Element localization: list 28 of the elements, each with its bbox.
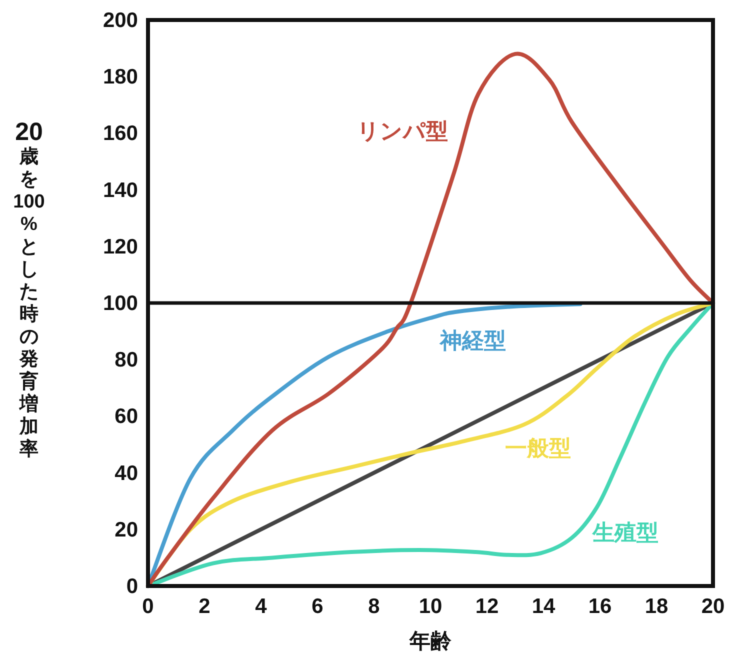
series-label: 生殖型 — [591, 520, 658, 546]
x-tick-label: 2 — [198, 595, 210, 618]
y-tick-label: 120 — [102, 235, 138, 258]
x-tick-label: 0 — [142, 595, 154, 618]
y-tick-label: 80 — [114, 348, 138, 372]
y-tick-label: 100 — [102, 292, 138, 315]
x-tick-label: 14 — [532, 595, 556, 618]
x-tick-label: 20 — [701, 595, 725, 618]
x-tick-label: 8 — [368, 595, 380, 618]
series-label: 神経型 — [438, 328, 506, 353]
x-tick-label: 10 — [418, 595, 442, 618]
series-label: 一般型 — [504, 435, 571, 460]
y-tick-label: 60 — [114, 405, 138, 428]
x-axis-title: 年齢 — [408, 630, 452, 653]
x-tick-label: 16 — [588, 595, 612, 618]
y-tick-label: 0 — [126, 575, 138, 598]
y-tick-label: 160 — [102, 122, 138, 146]
x-tick-label: 6 — [312, 595, 324, 618]
y-tick-label: 140 — [102, 178, 138, 202]
x-tick-label: 4 — [255, 595, 268, 618]
series-label: リンパ型 — [356, 118, 448, 144]
x-tick-label: 12 — [475, 595, 499, 618]
y-tick-label: 40 — [114, 462, 138, 485]
x-tick-label: 18 — [644, 595, 668, 618]
y-tick-label: 200 — [102, 9, 138, 32]
y-tick-label: 180 — [102, 66, 138, 89]
text: 20歳を100%とした時の発育増加率 — [13, 118, 45, 460]
y-tick-label: 20 — [114, 518, 138, 542]
